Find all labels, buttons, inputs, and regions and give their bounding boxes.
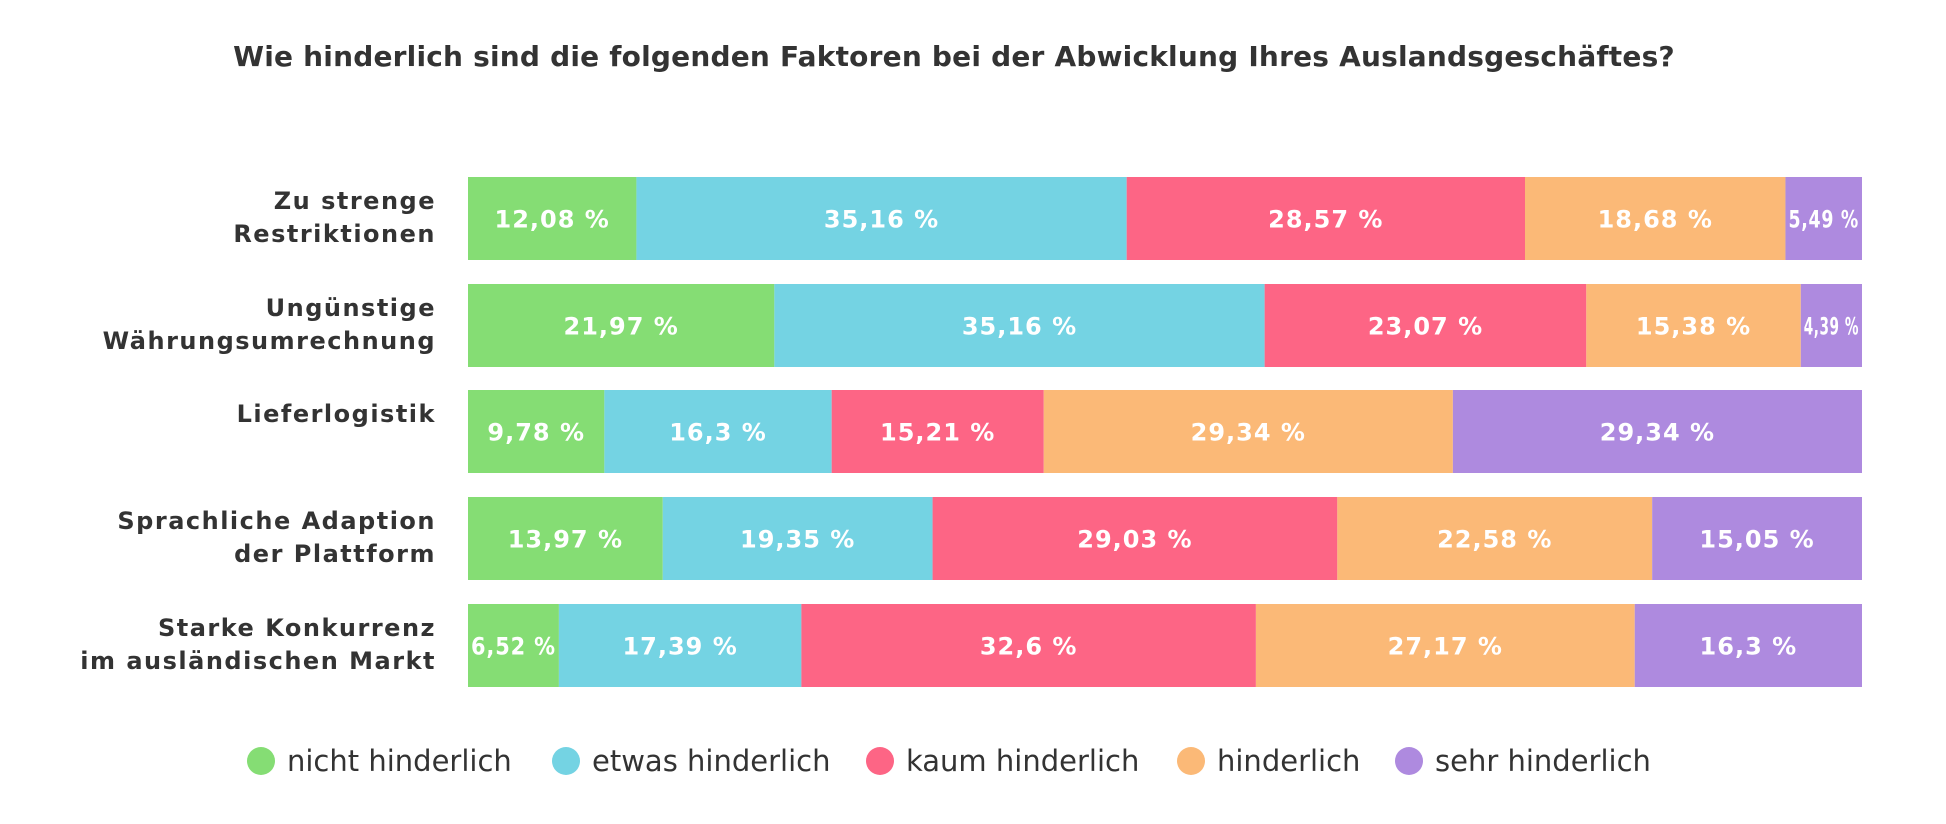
- bar-segment-nicht-hinderlich-row-2: [468, 390, 605, 473]
- category-label-row-4-line-0: Starke Konkurrenz: [158, 614, 436, 642]
- data-label-hinderlich-row-2: 29,34 %: [1191, 419, 1306, 447]
- bar-segment-sehr-hinderlich-row-3: [1652, 497, 1862, 580]
- legend-label-sehr-hinderlich: sehr hinderlich: [1435, 744, 1651, 778]
- data-label-etwas-hinderlich-row-0: 35,16 %: [824, 206, 939, 234]
- data-label-nicht-hinderlich-row-0: 12,08 %: [495, 206, 610, 234]
- bar-segment-kaum-hinderlich-row-0: [1126, 177, 1526, 260]
- bar-segment-hinderlich-row-4: [1255, 604, 1635, 687]
- data-label-hinderlich-row-4: 27,17 %: [1388, 633, 1503, 661]
- bar-segment-sehr-hinderlich-row-0: [1785, 177, 1862, 260]
- bar-segment-kaum-hinderlich-row-1: [1264, 284, 1587, 367]
- legend-dot-kaum-hinderlich: [866, 747, 894, 775]
- category-label-row-4-line-1: im ausländischen Markt: [80, 647, 436, 675]
- category-label-row-0-line-1: Restriktionen: [233, 220, 436, 248]
- bar-segment-hinderlich-row-1: [1586, 284, 1801, 367]
- data-label-kaum-hinderlich-row-4: 32,6 %: [980, 633, 1078, 661]
- category-label-row-1-line-0: Ungünstige: [266, 294, 436, 322]
- bar-segment-sehr-hinderlich-row-1: [1800, 284, 1862, 367]
- data-label-etwas-hinderlich-row-3: 19,35 %: [740, 526, 855, 554]
- bar-segment-sehr-hinderlich-row-2: [1452, 390, 1862, 473]
- bar-segment-nicht-hinderlich-row-1: [468, 284, 775, 367]
- category-label-row-1-line-1: Währungsumrechnung: [103, 327, 436, 355]
- bar-segment-nicht-hinderlich-row-0: [468, 177, 637, 260]
- data-label-kaum-hinderlich-row-3: 29,03 %: [1077, 526, 1192, 554]
- bar-segment-nicht-hinderlich-row-4: [468, 604, 559, 687]
- legend-dot-sehr-hinderlich: [1395, 747, 1423, 775]
- data-label-kaum-hinderlich-row-2: 15,21 %: [880, 419, 995, 447]
- bar-segment-kaum-hinderlich-row-3: [932, 497, 1338, 580]
- legend-label-kaum-hinderlich: kaum hinderlich: [906, 744, 1139, 778]
- legend-label-hinderlich: hinderlich: [1217, 744, 1360, 778]
- chart-title: Wie hinderlich sind die folgenden Faktor…: [233, 40, 1675, 73]
- category-label-row-3-line-0: Sprachliche Adaption: [117, 507, 436, 535]
- bar-segment-hinderlich-row-2: [1043, 390, 1453, 473]
- data-label-sehr-hinderlich-row-0: 5,49 %: [1788, 206, 1859, 234]
- bars-layer: 12,08 % 35,16 % 28,57 % 18,68 % 5,49 % 21,97 …: [468, 177, 1862, 687]
- data-label-hinderlich-row-1: 15,38 %: [1636, 313, 1751, 341]
- data-label-sehr-hinderlich-row-4: 16,3 %: [1700, 633, 1798, 661]
- data-label-sehr-hinderlich-row-2: 29,34 %: [1600, 419, 1715, 447]
- category-labels: Zu strenge Restriktionen Ungünstige Währung…: [80, 187, 436, 675]
- data-label-sehr-hinderlich-row-3: 15,05 %: [1699, 526, 1814, 554]
- data-label-sehr-hinderlich-row-1: 4,39 %: [1804, 313, 1859, 341]
- bar-segment-kaum-hinderlich-row-4: [801, 604, 1256, 687]
- legend-dot-etwas-hinderlich: [552, 747, 580, 775]
- bar-segment-kaum-hinderlich-row-2: [831, 390, 1044, 473]
- category-label-row-0-line-0: Zu strenge: [274, 187, 436, 215]
- data-label-nicht-hinderlich-row-2: 9,78 %: [487, 419, 585, 447]
- data-label-hinderlich-row-0: 18,68 %: [1598, 206, 1713, 234]
- data-label-etwas-hinderlich-row-2: 16,3 %: [669, 419, 767, 447]
- bar-segment-sehr-hinderlich-row-4: [1634, 604, 1862, 687]
- bar-segment-hinderlich-row-3: [1337, 497, 1653, 580]
- category-label-row-3-line-1: der Plattform: [234, 540, 436, 568]
- legend-dot-hinderlich: [1177, 747, 1205, 775]
- data-label-etwas-hinderlich-row-1: 35,16 %: [962, 313, 1077, 341]
- data-label-kaum-hinderlich-row-0: 28,57 %: [1268, 206, 1383, 234]
- bar-segment-etwas-hinderlich-row-0: [636, 177, 1127, 260]
- bar-segment-etwas-hinderlich-row-3: [662, 497, 933, 580]
- legend-label-nicht-hinderlich: nicht hinderlich: [287, 744, 512, 778]
- data-label-hinderlich-row-3: 22,58 %: [1437, 526, 1552, 554]
- bar-segment-etwas-hinderlich-row-1: [774, 284, 1265, 367]
- data-label-nicht-hinderlich-row-4: 6,52 %: [471, 633, 556, 661]
- bar-segment-etwas-hinderlich-row-4: [558, 604, 802, 687]
- legend-label-etwas-hinderlich: etwas hinderlich: [592, 744, 830, 778]
- legend-dot-nicht-hinderlich: [247, 747, 275, 775]
- data-label-nicht-hinderlich-row-3: 13,97 %: [508, 526, 623, 554]
- bar-segment-hinderlich-row-0: [1525, 177, 1786, 260]
- bar-segment-nicht-hinderlich-row-3: [468, 497, 663, 580]
- data-label-etwas-hinderlich-row-4: 17,39 %: [622, 633, 737, 661]
- legend: nicht hinderlich etwas hinderlich kaum hin…: [247, 744, 1651, 778]
- bar-segment-etwas-hinderlich-row-2: [604, 390, 832, 473]
- data-label-nicht-hinderlich-row-1: 21,97 %: [564, 313, 679, 341]
- category-label-row-2-line-0: Lieferlogistik: [237, 400, 436, 428]
- data-label-kaum-hinderlich-row-1: 23,07 %: [1368, 313, 1483, 341]
